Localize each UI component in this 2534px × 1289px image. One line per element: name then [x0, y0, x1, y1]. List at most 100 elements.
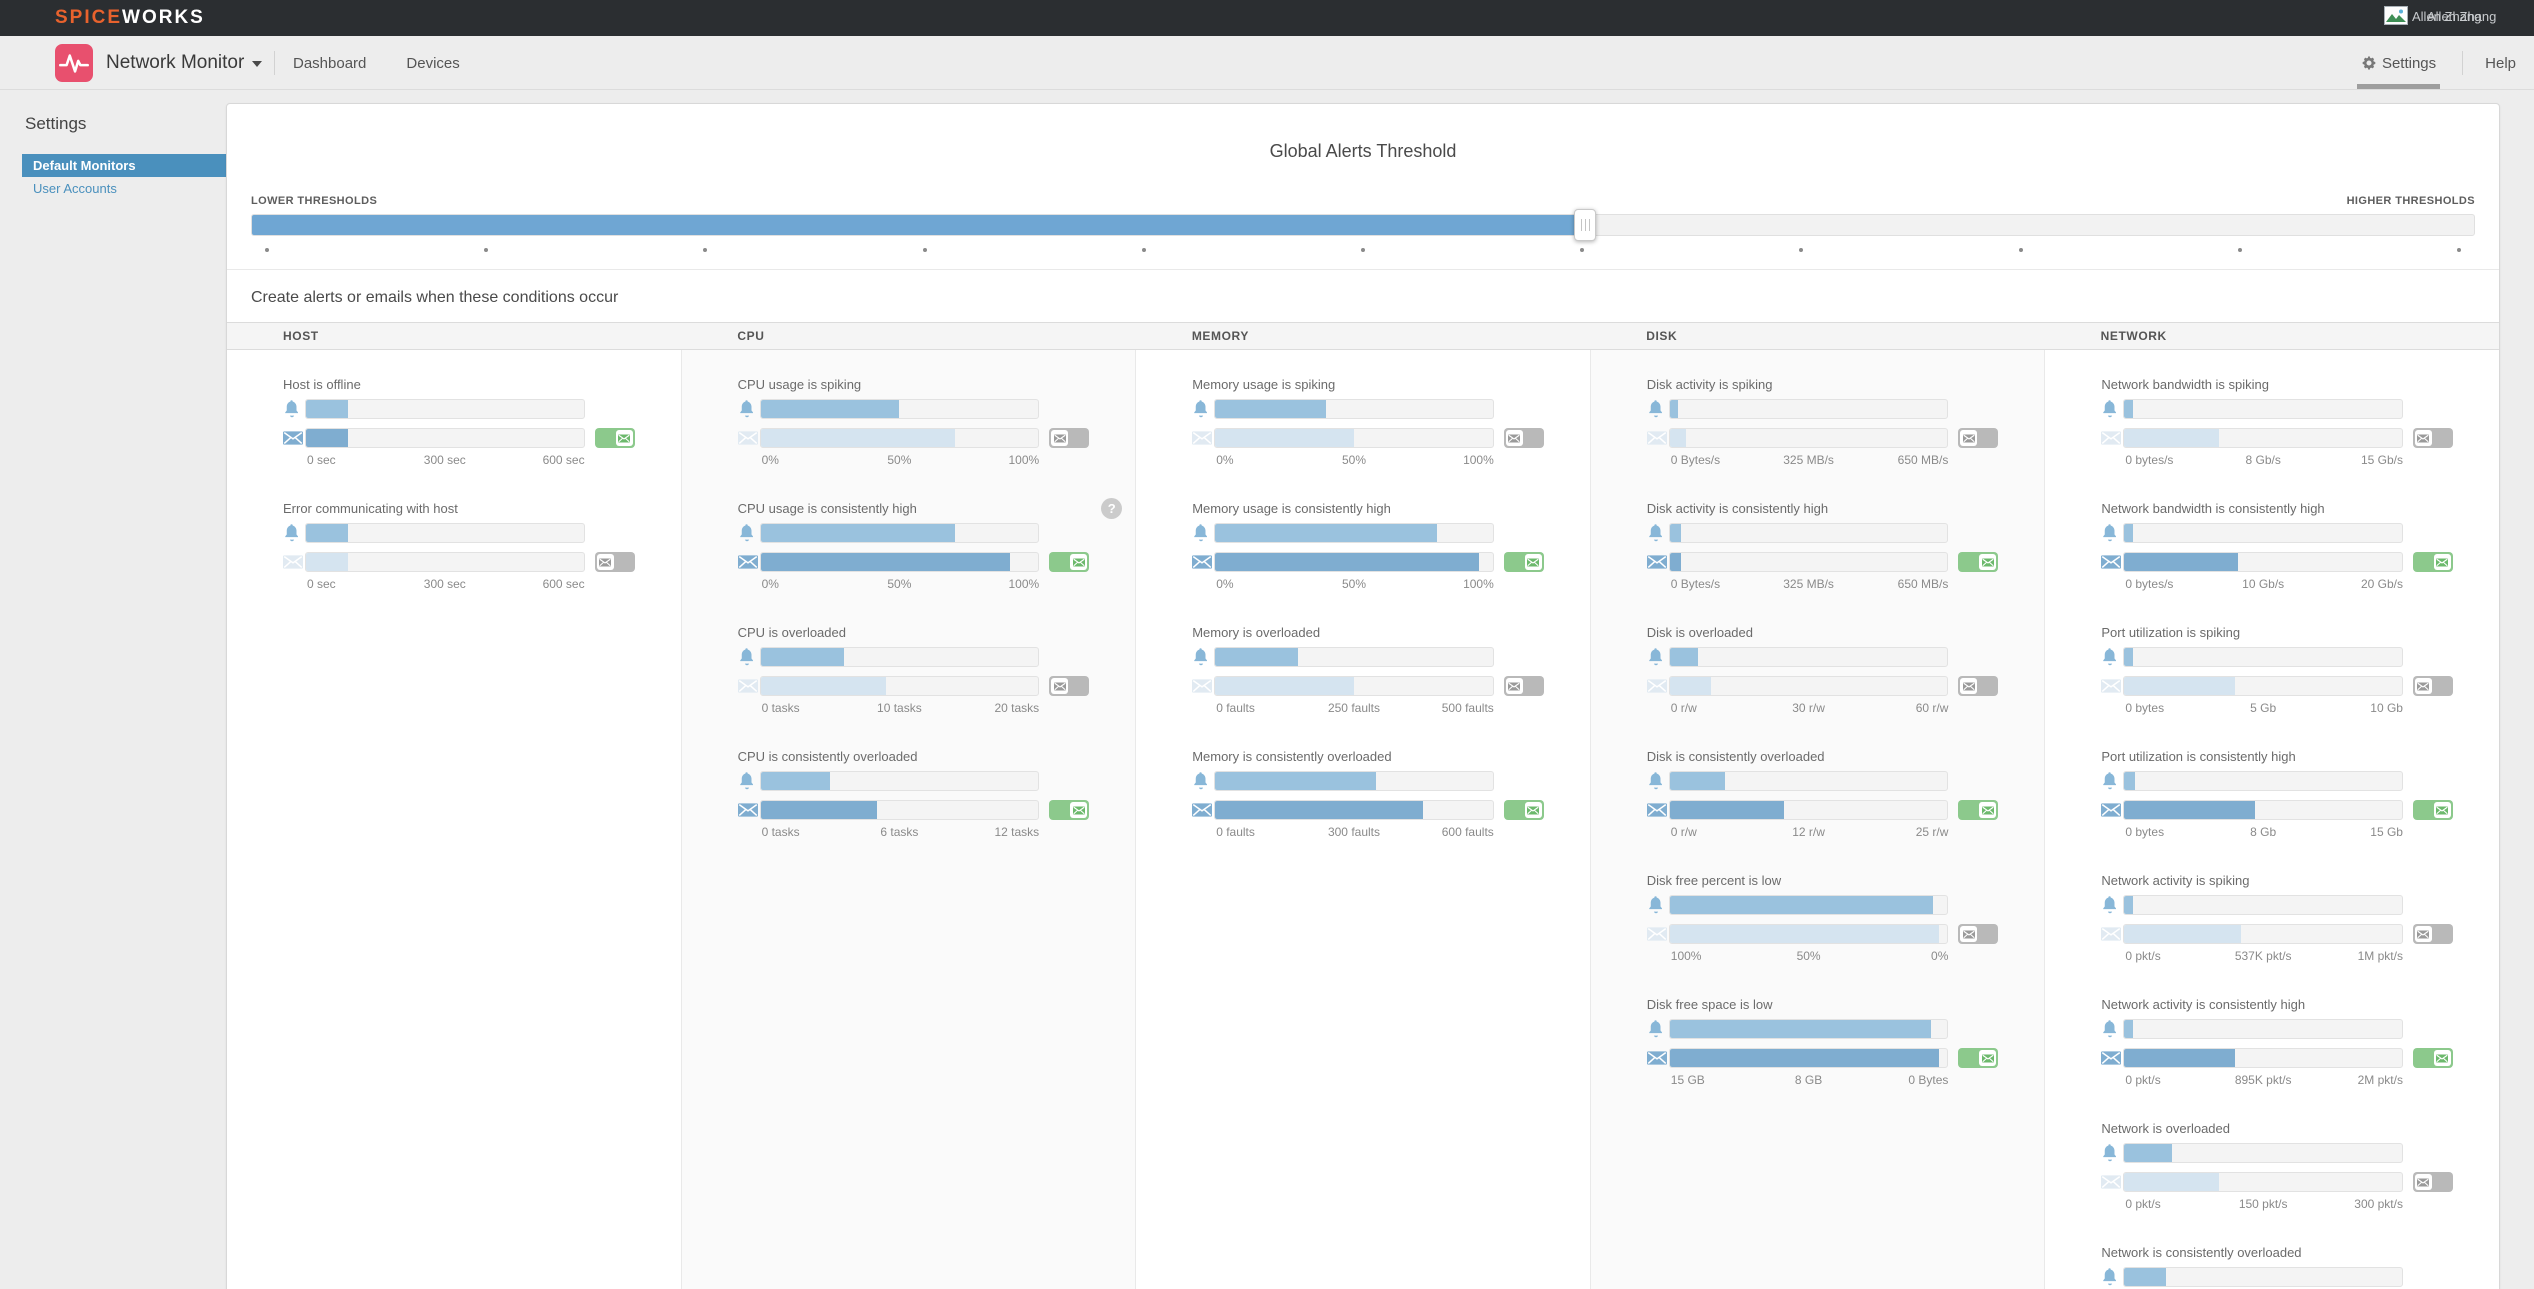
email-toggle[interactable] [1503, 552, 1544, 572]
sidebar-item-user-accounts[interactable]: User Accounts [33, 181, 117, 196]
alert-threshold-slider[interactable] [305, 523, 585, 543]
network-monitor-app-icon[interactable] [55, 44, 93, 82]
alert-threshold-slider[interactable] [2123, 1267, 2403, 1287]
alert-threshold-slider[interactable] [759, 399, 1040, 419]
email-threshold-slider[interactable] [1668, 1048, 1949, 1068]
alert-threshold-slider[interactable] [2123, 399, 2403, 419]
email-toggle[interactable] [1503, 676, 1544, 696]
email-threshold-slider[interactable] [759, 552, 1040, 572]
alert-threshold-slider[interactable] [1668, 523, 1949, 543]
alert-threshold-slider[interactable] [759, 523, 1040, 543]
alerts-column-disk: Disk activity is spiking [1589, 350, 2045, 1289]
email-threshold-slider[interactable] [759, 428, 1040, 448]
email-toggle[interactable] [1958, 552, 1999, 572]
app-title[interactable]: Network Monitor [106, 52, 245, 73]
alert-threshold-slider[interactable] [1668, 399, 1949, 419]
email-toggle[interactable] [2412, 1048, 2453, 1068]
alert-threshold-slider[interactable] [1668, 895, 1949, 915]
email-threshold-slider[interactable] [759, 800, 1040, 820]
email-toggle[interactable] [1958, 924, 1999, 944]
alert-threshold-slider[interactable] [1668, 647, 1949, 667]
alert-threshold-fill [1215, 400, 1327, 418]
email-threshold-slider[interactable] [2123, 552, 2403, 572]
email-threshold-slider[interactable] [2123, 800, 2403, 820]
email-threshold-slider[interactable] [2123, 1172, 2403, 1192]
alert-threshold-slider[interactable] [2123, 647, 2403, 667]
email-toggle[interactable] [2412, 924, 2453, 944]
email-threshold-slider[interactable] [305, 428, 585, 448]
email-toggle[interactable] [594, 552, 635, 572]
spiceworks-logo[interactable]: SPICE WORKS [55, 0, 205, 36]
email-threshold-fill [760, 553, 1011, 571]
alerts-column-network: Network bandwidth is spiking [2044, 350, 2499, 1289]
email-threshold-slider[interactable] [2123, 1048, 2403, 1068]
email-threshold-slider[interactable] [1668, 924, 1949, 944]
email-threshold-slider[interactable] [1668, 552, 1949, 572]
email-toggle[interactable] [2412, 676, 2453, 696]
alert-threshold-slider[interactable] [1668, 771, 1949, 791]
email-toggle[interactable] [2412, 800, 2453, 820]
email-threshold-slider[interactable] [1668, 428, 1949, 448]
alert-threshold-slider[interactable] [1668, 1019, 1949, 1039]
alert-title: Network is overloaded [2101, 1121, 2230, 1136]
bell-icon [2101, 524, 2123, 542]
alert-threshold-slider[interactable] [1214, 771, 1494, 791]
email-threshold-fill [2124, 925, 2241, 943]
email-threshold-slider[interactable] [2123, 428, 2403, 448]
email-icon [283, 431, 305, 445]
alert-threshold-slider[interactable] [759, 771, 1040, 791]
nav-settings[interactable]: Settings [2356, 36, 2441, 90]
nav-dashboard[interactable]: Dashboard [293, 54, 367, 72]
alert-threshold-slider[interactable] [759, 647, 1040, 667]
nav-devices[interactable]: Devices [406, 54, 460, 72]
email-toggle[interactable] [1503, 800, 1544, 820]
sidebar-item-default-monitors[interactable]: Default Monitors [22, 154, 226, 177]
scale-label-max: 300 pkt/s [2354, 1197, 2403, 1211]
alert-threshold-slider[interactable] [305, 399, 585, 419]
scale-label-mid: 895K pkt/s [2234, 1073, 2292, 1087]
alert-threshold-fill [1669, 1020, 1931, 1038]
global-threshold-handle[interactable] [1574, 209, 1597, 241]
alert-threshold-slider[interactable] [2123, 1143, 2403, 1163]
email-toggle[interactable] [1958, 676, 1999, 696]
email-threshold-slider[interactable] [1214, 676, 1494, 696]
user-menu[interactable]: Allen Zhang Allen Zhang [2384, 0, 2508, 36]
email-toggle[interactable] [1503, 428, 1544, 448]
scale-labels: 0% 50% 100% [1214, 453, 1494, 468]
email-toggle[interactable] [2412, 428, 2453, 448]
email-threshold-slider[interactable] [1214, 428, 1494, 448]
help-icon[interactable]: ? [1101, 498, 1123, 519]
email-toggle[interactable] [594, 428, 635, 448]
scale-labels: 0 Bytes/s 325 MB/s 650 MB/s [1669, 577, 1949, 592]
alert-threshold-slider[interactable] [2123, 771, 2403, 791]
email-toggle[interactable] [1049, 552, 1090, 572]
tick-mark [2018, 248, 2023, 252]
email-threshold-slider[interactable] [2123, 676, 2403, 696]
alert-threshold-slider[interactable] [1214, 523, 1494, 543]
email-toggle[interactable] [2412, 552, 2453, 572]
global-threshold-slider[interactable] [251, 209, 2475, 241]
email-toggle[interactable] [1049, 428, 1090, 448]
alert-threshold-slider[interactable] [1214, 647, 1494, 667]
email-toggle[interactable] [1958, 800, 1999, 820]
email-toggle[interactable] [1049, 676, 1090, 696]
nav-help[interactable]: Help [2485, 54, 2516, 72]
email-threshold-slider[interactable] [1214, 800, 1494, 820]
email-threshold-slider[interactable] [1668, 676, 1949, 696]
alert-threshold-slider[interactable] [2123, 1019, 2403, 1039]
scale-label-max: 600 sec [542, 577, 585, 591]
email-threshold-slider[interactable] [1668, 800, 1949, 820]
email-toggle[interactable] [1958, 1048, 1999, 1068]
email-toggle[interactable] [1049, 800, 1090, 820]
email-threshold-slider[interactable] [1214, 552, 1494, 572]
email-toggle[interactable] [2412, 1172, 2453, 1192]
email-threshold-slider[interactable] [305, 552, 585, 572]
email-toggle[interactable] [1958, 428, 1999, 448]
alert-threshold-slider[interactable] [2123, 895, 2403, 915]
section-divider [227, 269, 2499, 270]
app-switcher-caret-icon[interactable] [252, 61, 262, 67]
email-threshold-slider[interactable] [2123, 924, 2403, 944]
email-threshold-slider[interactable] [759, 676, 1040, 696]
alert-threshold-slider[interactable] [2123, 523, 2403, 543]
alert-threshold-slider[interactable] [1214, 399, 1494, 419]
